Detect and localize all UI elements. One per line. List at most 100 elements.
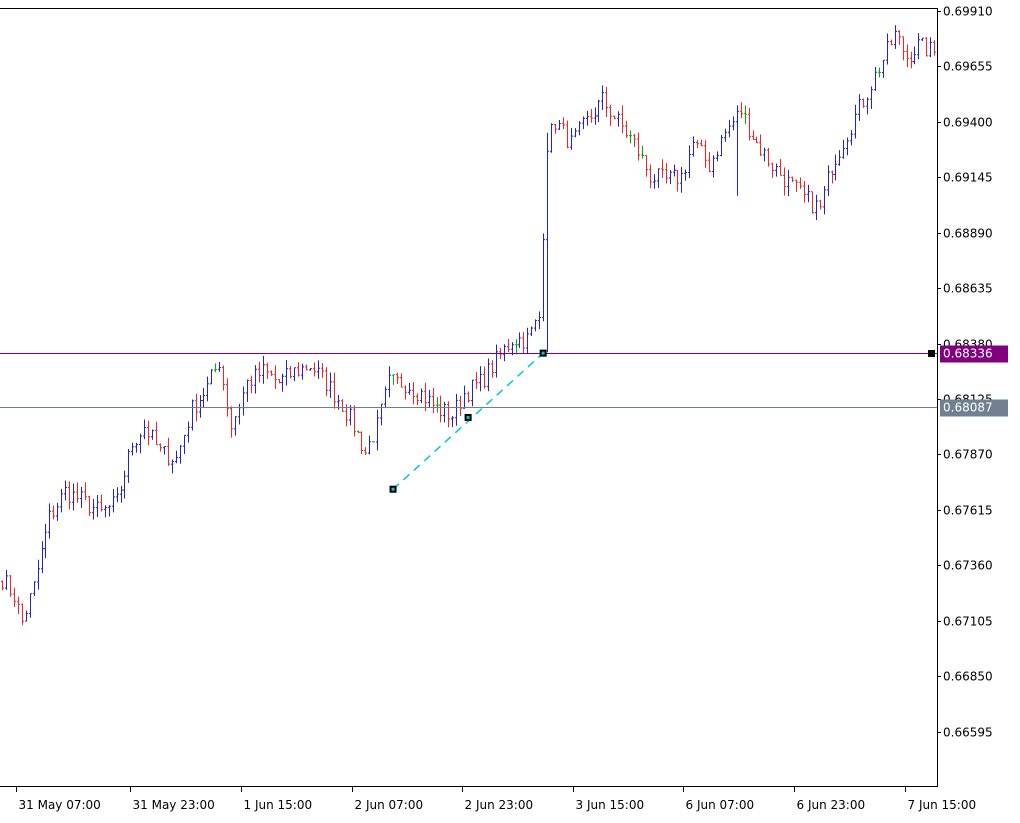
price-tick-label: 0.69910 bbox=[943, 5, 993, 19]
price-axis[interactable]: 0.69910 0.69655 0.69400 0.69145 0.68890 0.686… bbox=[937, 5, 993, 740]
ohlc-bar bbox=[467, 391, 470, 403]
ohlc-bar bbox=[183, 434, 186, 455]
ohlc-bar bbox=[917, 33, 920, 60]
ohlc-bar bbox=[92, 499, 95, 520]
time-axis[interactable]: 31 May 07:00 31 May 23:00 1 Jun 15:00 2 Jun… bbox=[16, 786, 977, 812]
ohlc-bar bbox=[771, 162, 774, 178]
ohlc-bar bbox=[357, 430, 360, 433]
horizontal-lines[interactable] bbox=[0, 353, 937, 408]
ohlc-bar bbox=[688, 145, 691, 179]
ohlc-bar bbox=[412, 381, 415, 405]
ohlc-bar bbox=[609, 104, 612, 126]
ohlc-bar bbox=[898, 30, 901, 45]
ohlc-bar bbox=[151, 429, 154, 440]
ohlc-bar bbox=[123, 470, 126, 499]
ohlc-bar bbox=[680, 166, 683, 193]
ohlc-bar bbox=[120, 485, 123, 503]
ohlc-bar bbox=[637, 132, 640, 161]
ohlc-bar bbox=[214, 363, 217, 373]
ohlc-bar bbox=[775, 163, 778, 177]
time-tick-label: 2 Jun 07:00 bbox=[355, 798, 424, 812]
ohlc-bar bbox=[171, 459, 174, 474]
ohlc-bar bbox=[199, 395, 202, 418]
ohlc-bar bbox=[60, 488, 63, 513]
ohlc-bar bbox=[104, 505, 107, 518]
ohlc-bar bbox=[728, 119, 731, 138]
ohlc-bar bbox=[333, 372, 336, 409]
ohlc-bar bbox=[696, 140, 699, 149]
ohlc-bar bbox=[179, 444, 182, 464]
ohlc-bar bbox=[293, 367, 296, 382]
ohlc-bar bbox=[72, 483, 75, 511]
ohlc-bar bbox=[143, 419, 146, 440]
ohlc-bar bbox=[629, 130, 632, 144]
ohlc-bar bbox=[653, 174, 656, 189]
price-line-labels: 0.68336 0.68087 bbox=[928, 345, 1008, 417]
ohlc-bar bbox=[831, 170, 834, 184]
ohlc-bar bbox=[175, 450, 178, 464]
ohlc-bar bbox=[88, 495, 91, 517]
ohlc-bar bbox=[191, 399, 194, 431]
ohlc-bar bbox=[210, 369, 213, 385]
ohlc-bar bbox=[574, 128, 577, 138]
ohlc-bar bbox=[372, 441, 375, 443]
ohlc-bar bbox=[767, 147, 770, 167]
ohlc-bar bbox=[155, 421, 158, 446]
ohlc-bar bbox=[736, 105, 739, 196]
ohlc-bar bbox=[29, 593, 32, 618]
ohlc-bar bbox=[542, 233, 545, 322]
ohlc-bar bbox=[202, 387, 205, 408]
ohlc-bar bbox=[621, 105, 624, 134]
ohlc-bar bbox=[384, 386, 387, 409]
ohlc-bar bbox=[538, 311, 541, 330]
trendline-anchor-core bbox=[391, 487, 395, 491]
ohlc-bar bbox=[487, 358, 490, 392]
price-tick-label: 0.69400 bbox=[943, 116, 993, 130]
ohlc-bar bbox=[475, 372, 478, 389]
ohlc-bar bbox=[368, 435, 371, 455]
ohlc-bar bbox=[392, 374, 395, 385]
ohlc-bar bbox=[428, 389, 431, 408]
ohlc-bar bbox=[819, 200, 822, 210]
time-tick-label: 6 Jun 23:00 bbox=[797, 798, 866, 812]
price-tick-label: 0.69145 bbox=[943, 171, 993, 185]
ohlc-bar bbox=[720, 134, 723, 157]
ohlc-bar bbox=[5, 569, 8, 590]
ohlc-bar bbox=[218, 361, 221, 372]
ohlc-bar bbox=[64, 480, 67, 501]
ohlc-bar bbox=[167, 437, 170, 466]
ohlc-bar bbox=[716, 151, 719, 162]
ohlc-bar bbox=[748, 107, 751, 141]
ohlc-bar bbox=[669, 170, 672, 185]
ohlc-bar bbox=[471, 379, 474, 407]
ohlc-bar bbox=[463, 385, 466, 409]
ohlc-bar bbox=[894, 25, 897, 49]
ohlc-bar bbox=[439, 395, 442, 423]
price-tick-label: 0.67615 bbox=[943, 504, 993, 518]
ohlc-bar bbox=[388, 366, 391, 398]
trendline[interactable] bbox=[389, 349, 547, 493]
ohlc-bar bbox=[9, 575, 12, 597]
ohlc-bar bbox=[96, 495, 99, 517]
ohlc-bar bbox=[673, 164, 676, 177]
ohlc-bar bbox=[878, 67, 881, 78]
ohlc-bar bbox=[605, 86, 608, 118]
ohlc-bar bbox=[902, 36, 905, 61]
ohlc-bar bbox=[649, 164, 652, 189]
ohlc-bar bbox=[783, 167, 786, 196]
ohlc-bar bbox=[274, 365, 277, 390]
ohlc-bar bbox=[254, 365, 257, 394]
ohlc-bar bbox=[281, 373, 284, 392]
ohlc-bar bbox=[515, 339, 518, 355]
ohlc-bar bbox=[364, 447, 367, 456]
ohlc-bar bbox=[645, 154, 648, 177]
ohlc-bar bbox=[732, 116, 735, 131]
ohlc-bar bbox=[692, 136, 695, 157]
ohlc-bar bbox=[262, 355, 265, 384]
ohlc-bar bbox=[495, 344, 498, 378]
ohlc-bar bbox=[838, 150, 841, 166]
ohlc-bar bbox=[740, 102, 743, 119]
ohlc-bar bbox=[562, 117, 565, 129]
